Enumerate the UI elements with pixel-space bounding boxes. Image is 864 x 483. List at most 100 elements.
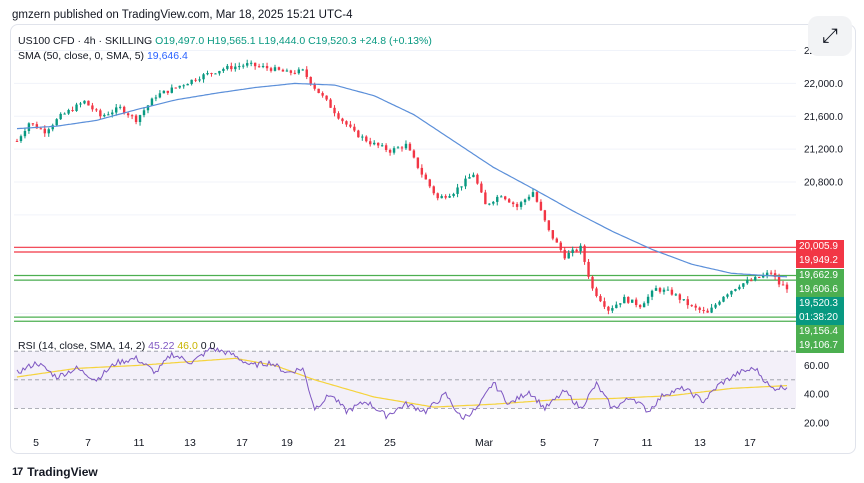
candle-body	[464, 178, 467, 187]
candle-body	[174, 87, 177, 89]
candle-body	[599, 296, 602, 302]
candle-body	[412, 150, 416, 158]
sma-label[interactable]: SMA (50, close, 0, SMA, 5)	[18, 50, 145, 62]
candle-body	[734, 289, 737, 291]
candle-body	[396, 147, 400, 149]
candle-body	[230, 65, 233, 70]
time-tick-label: Mar	[475, 437, 494, 449]
candle-body	[317, 88, 320, 94]
candle-body	[523, 199, 527, 203]
rsi-panel: 60.00 40.00 20.00	[14, 347, 829, 429]
candle-body	[198, 79, 201, 81]
candle-body	[579, 245, 582, 252]
candle-body	[297, 69, 301, 74]
time-tick-label: 5	[540, 437, 546, 449]
rsi-label[interactable]: RSI (14, close, SMA, 14, 2)	[18, 340, 146, 352]
candle-body	[67, 110, 70, 114]
price-tag: 20,005.9	[796, 240, 844, 255]
candle-body	[623, 296, 626, 304]
candle-body	[634, 299, 638, 306]
candle-body	[206, 73, 209, 75]
price-tick-label: 21,600.0	[804, 112, 843, 123]
candle-body	[400, 147, 404, 149]
time-tick-label: 17	[744, 437, 756, 449]
candle-body	[376, 142, 380, 146]
candle-body	[448, 196, 451, 198]
sma-value: 19,646.4	[146, 50, 188, 62]
candle-body	[388, 149, 392, 153]
candle-body	[313, 84, 316, 89]
candle-body	[150, 98, 154, 106]
candle-body	[178, 85, 181, 88]
candle-body	[690, 305, 693, 307]
candle-body	[349, 124, 352, 127]
candle-body	[638, 305, 642, 308]
candle-body	[754, 277, 757, 281]
candle-body	[91, 105, 94, 110]
time-axis: 5 7 11 13 17 19 21 25 Mar 5 7 11 13 17	[33, 437, 756, 449]
candle-body	[583, 245, 586, 262]
candle-body	[162, 90, 166, 94]
candle-body	[571, 249, 574, 253]
candle-body	[746, 280, 749, 284]
time-tick-label: 13	[694, 437, 706, 449]
candle-body	[265, 66, 269, 69]
candle-body	[253, 62, 257, 67]
candle-body	[436, 193, 439, 199]
candle-body	[706, 310, 709, 313]
candle-body	[31, 123, 35, 125]
candle-body	[551, 230, 555, 239]
candle-body	[357, 130, 360, 138]
candlestick-series	[15, 59, 789, 315]
candle-body	[611, 308, 614, 311]
candle-body	[515, 204, 519, 207]
legend-row-sma: SMA (50, close, 0, SMA, 5) 19,646.4	[18, 50, 188, 62]
candle-body	[519, 202, 523, 207]
expand-arrows-icon[interactable]: ⤢	[808, 16, 852, 56]
tradingview-logo-icon: 17	[12, 466, 23, 478]
price-tag: 19,520.3	[796, 296, 844, 311]
candle-body	[87, 100, 90, 106]
candle-body	[210, 73, 213, 75]
candle-body	[23, 130, 27, 137]
candle-body	[527, 196, 531, 200]
candle-body	[261, 66, 265, 68]
price-tick-label: 20,800.0	[804, 178, 843, 189]
candle-body	[309, 76, 312, 85]
rsi-sma-line	[16, 357, 788, 408]
candle-body	[55, 119, 58, 126]
candle-body	[43, 128, 46, 134]
candle-body	[285, 70, 289, 72]
candle-body	[662, 289, 666, 292]
candle-body	[710, 307, 713, 313]
candle-body	[658, 288, 662, 292]
candle-body	[115, 107, 118, 113]
candle-body	[130, 115, 134, 117]
candle-body	[118, 106, 122, 108]
price-tag: 01:38:20	[796, 310, 844, 325]
candle-body	[361, 136, 364, 138]
candle-body	[452, 193, 455, 197]
candle-body	[325, 95, 328, 100]
candle-body	[615, 304, 618, 309]
candle-body	[35, 124, 39, 129]
candle-body	[476, 174, 479, 184]
price-tick-label: 22,000.0	[804, 79, 843, 90]
candle-body	[730, 290, 733, 295]
price-tag: 19,662.9	[796, 268, 844, 283]
candle-body	[107, 114, 110, 116]
symbol-label[interactable]: US100 CFD · 4h · SKILLING	[18, 35, 153, 47]
rsi-tick-label: 40.00	[804, 390, 829, 401]
candle-body	[722, 296, 725, 302]
candle-body	[460, 186, 463, 188]
candle-body	[234, 66, 237, 70]
candle-body	[71, 110, 74, 112]
candle-body	[416, 157, 420, 168]
candle-body	[75, 104, 78, 111]
candle-body	[686, 299, 689, 306]
candle-body	[444, 196, 447, 198]
candle-body	[47, 129, 50, 134]
candle-body	[158, 93, 162, 98]
candle-body	[742, 283, 745, 287]
